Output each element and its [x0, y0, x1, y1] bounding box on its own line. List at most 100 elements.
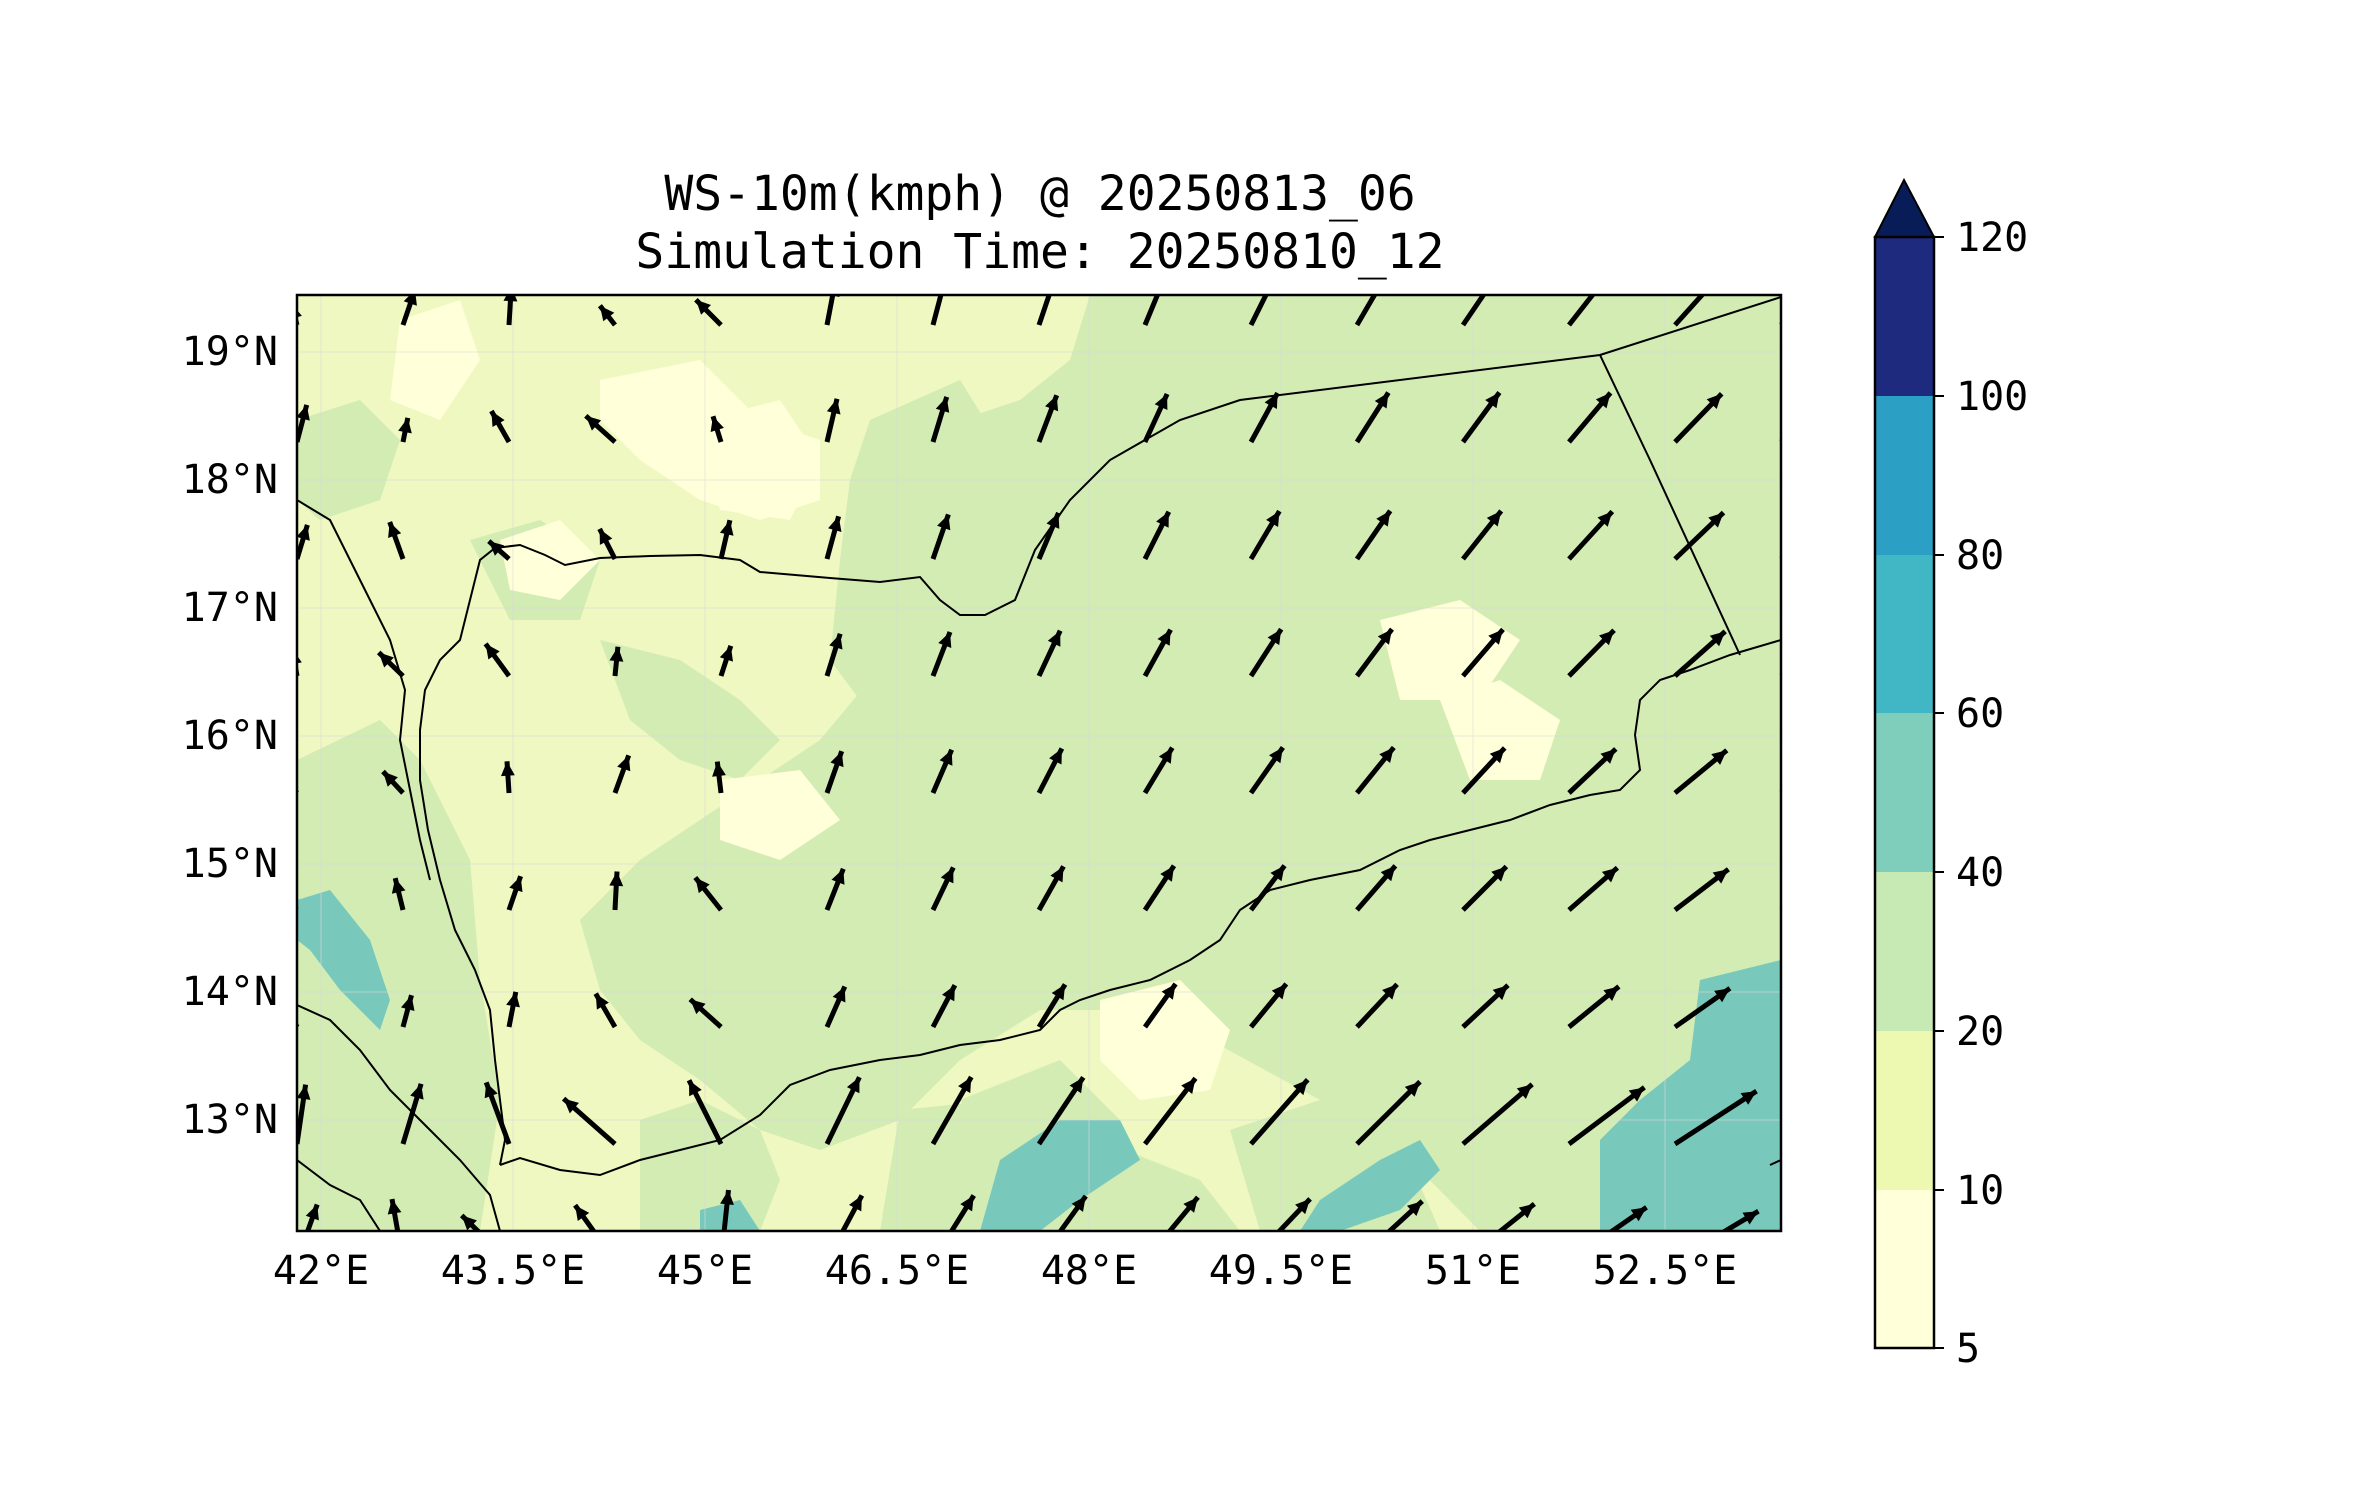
wind-vector-head: [1264, 393, 1278, 409]
wind-vector-head: [1484, 274, 1498, 290]
wind-vector-head: [403, 295, 417, 306]
wind-vector-head: [942, 985, 955, 1002]
wind-vector-head: [297, 524, 310, 541]
colorbar-segment: [1875, 872, 1934, 1031]
wind-vector-head: [1709, 631, 1726, 647]
y-tick-label: 19°N: [182, 329, 278, 375]
wind-vector-head: [1295, 1198, 1311, 1215]
x-tick-label: 43.5°E: [441, 1248, 586, 1294]
map-frame: [295, 293, 1783, 1233]
wind-vector-head: [609, 646, 624, 662]
wind-vector-head: [720, 1190, 734, 1205]
wind-vector-head: [1492, 985, 1508, 1001]
colorbar-segment: [1875, 1190, 1934, 1348]
wind-vector-head: [1047, 630, 1061, 647]
wind-vector-head: [391, 878, 406, 894]
x-tick-label: 49.5°E: [1209, 1248, 1354, 1294]
title-line-2: Simulation Time: 20250810_12: [635, 224, 1444, 280]
wind-vector-head: [1714, 988, 1730, 1003]
wind-vector-head: [297, 1084, 311, 1100]
wind-vector-head: [1708, 512, 1724, 528]
wind-vector-head: [1818, 395, 1833, 410]
wind-vector-head: [484, 1082, 498, 1099]
wind-vector-head: [1711, 750, 1727, 765]
wind-vector-head: [695, 877, 710, 894]
saudi-oman-border: [1599, 296, 1781, 356]
wind-vector-head: [1518, 1203, 1535, 1219]
wind-vector-head: [1706, 393, 1722, 409]
wind-vector-shaft: [1460, 295, 1487, 327]
wind-vector-head: [947, 295, 949, 296]
x-tick-label: 45°E: [657, 1248, 753, 1294]
socotra-coast: [1769, 1159, 1781, 1166]
wind-vector-head: [1161, 983, 1176, 1000]
wind-vector-head: [1050, 866, 1064, 883]
wind-vector-head: [1854, 1216, 1870, 1229]
wind-vector-head: [849, 1195, 862, 1212]
wind-vector-head: [387, 1199, 402, 1215]
wind-vector-head: [599, 305, 615, 322]
y-tick-label: 13°N: [182, 1097, 278, 1143]
wind-vector-head: [1045, 395, 1059, 412]
wind-vector-head: [398, 417, 412, 434]
wind-vector-shaft: [1779, 1141, 1781, 1144]
wind-vector-head: [829, 633, 843, 650]
colorbar-segment: [1875, 713, 1934, 872]
wind-vector-head: [1488, 629, 1503, 645]
wind-vector-head: [575, 1205, 590, 1221]
wind-vector-head: [938, 632, 952, 648]
wind-vector-head: [958, 1077, 972, 1093]
wind-vector-head: [1594, 274, 1608, 290]
wind-vector-shaft: [1386, 1199, 1424, 1231]
wind-vector-head: [689, 1080, 702, 1097]
wind-vector-head: [1181, 1078, 1196, 1094]
wind-vector-shaft: [1779, 555, 1781, 559]
wind-vector-head: [935, 396, 950, 413]
colorbar-label: 5: [1956, 1326, 1980, 1372]
wind-vector-shaft: [1673, 1089, 1758, 1147]
wind-vector-head: [1271, 983, 1287, 1000]
wind-vector-shaft: [1779, 789, 1781, 793]
wind-vector-head: [1379, 747, 1394, 763]
wind-vector-shaft: [1779, 1024, 1781, 1027]
wind-vector-head: [1382, 984, 1398, 1000]
wind-vector-shaft: [1461, 1082, 1534, 1146]
wind-vector-head: [710, 416, 724, 432]
wind-vector-head: [585, 415, 602, 431]
wind-vector-head: [1049, 748, 1062, 765]
wind-vector-head: [939, 749, 953, 766]
wind-vector-head: [1267, 629, 1282, 646]
wind-vector-head: [1742, 1211, 1759, 1225]
wind-vector-shaft: [297, 1020, 300, 1027]
yemen-oman-border: [1599, 354, 1741, 656]
wind-vector-head: [1380, 865, 1396, 882]
wind-vector-shaft: [1720, 1209, 1760, 1231]
colorbar: 5 10 20 40 60 80 100 120: [1873, 177, 2028, 1372]
y-tick-label: 18°N: [182, 457, 278, 503]
wind-vector-head: [1601, 867, 1618, 883]
wind-vector-shaft: [1496, 1201, 1536, 1231]
wind-vector-head: [1183, 1197, 1198, 1213]
wind-vector-head: [1712, 869, 1729, 884]
wind-vector-shaft: [1036, 295, 1052, 326]
wind-vector-head: [599, 528, 613, 545]
wind-vector-head: [719, 645, 733, 662]
wind-vector-head: [501, 761, 515, 777]
wind-vector-head: [846, 1077, 860, 1094]
wind-vector-head: [1516, 1084, 1533, 1099]
colorbar-label: 60: [1956, 691, 2004, 737]
x-tick-label: 48°E: [1041, 1248, 1137, 1294]
wind-vector-head: [1046, 512, 1060, 529]
wind-vector-head: [1852, 1095, 1868, 1108]
colorbar-frame: [1873, 235, 1936, 1350]
wind-vector-head: [1824, 871, 1840, 885]
x-tick-label: 52.5°E: [1593, 1248, 1738, 1294]
wind-vector-head: [485, 643, 500, 660]
map-panel: [297, 274, 1870, 1261]
colorbar-label: 10: [1956, 1168, 2004, 1214]
wind-vector-head: [491, 411, 505, 427]
wind-vector-head: [1595, 392, 1611, 409]
wind-vector-head: [826, 398, 841, 415]
colorbar-label: 100: [1956, 374, 2028, 420]
wind-vector-shaft: [1781, 1216, 1870, 1261]
